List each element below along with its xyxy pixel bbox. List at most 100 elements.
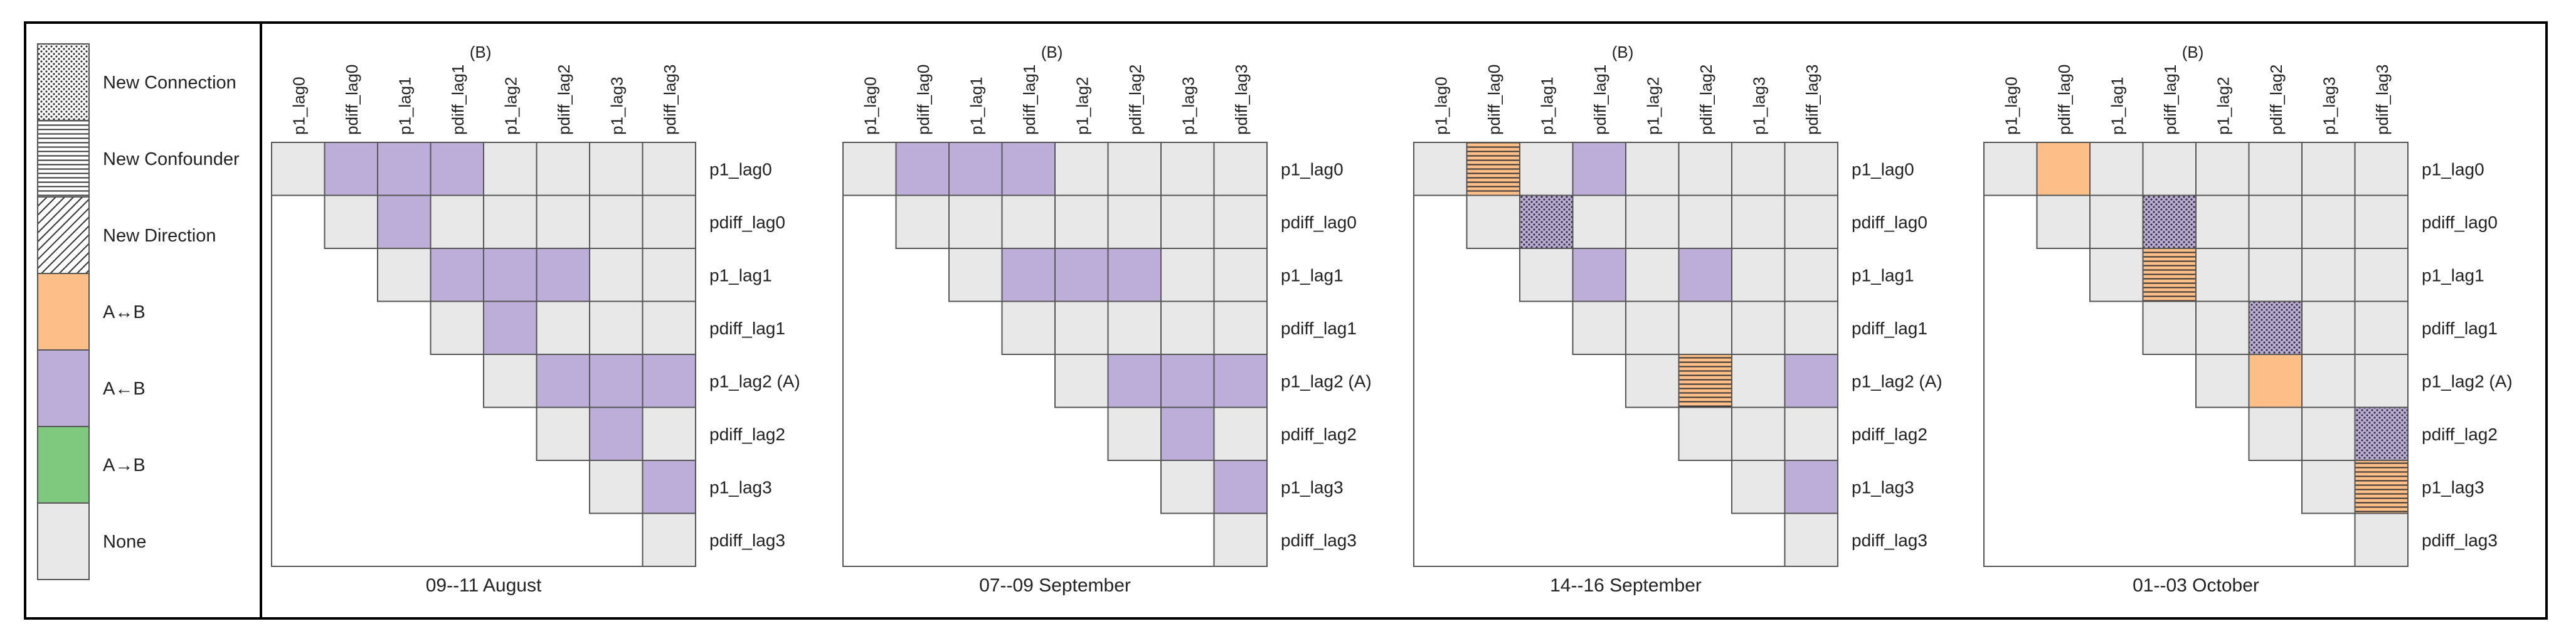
panel-title: 14--16 September [1550, 575, 1702, 596]
heatmap-cell [1160, 406, 1215, 461]
heatmap-cell [642, 460, 696, 514]
heatmap-cell [642, 512, 696, 567]
heatmap-cell-pattern [2249, 302, 2301, 354]
row-label: pdiff_lag0 [709, 213, 785, 232]
b-marker: (B) [1041, 43, 1063, 61]
heatmap-cell [324, 194, 378, 249]
heatmap-cell [2036, 142, 2091, 196]
heatmap-cell [1625, 142, 1680, 196]
column-label: p1_lag1 [2107, 77, 2126, 135]
heatmap-cell [589, 406, 644, 461]
heatmap-cell [2248, 406, 2303, 461]
legend-swatch [37, 349, 90, 427]
heatmap-cell [1054, 248, 1109, 302]
heatmap-cell-pattern [2355, 461, 2407, 513]
column-label: p1_lag1 [1537, 77, 1556, 135]
heatmap-cell [1731, 248, 1786, 302]
heatmap-cell [2301, 194, 2356, 249]
heatmap-cell [2301, 248, 2356, 302]
heatmap-cell [1784, 354, 1838, 408]
column-label: p1_lag2 [501, 77, 520, 135]
heatmap-cell [948, 248, 1003, 302]
legend-label: New Connection [103, 73, 236, 93]
heatmap-cell [1678, 248, 1732, 302]
column-label: p1_lag3 [2319, 77, 2338, 135]
row-label: p1_lag0 [2422, 159, 2484, 179]
heatmap-cell [1784, 406, 1838, 461]
heatmap-cell [1731, 406, 1786, 461]
heatmap-cell [2301, 406, 2356, 461]
legend-label: New Direction [103, 226, 216, 246]
heatmap-cell [589, 300, 644, 355]
heatmap-cell [377, 248, 432, 302]
heatmap-cell [1213, 460, 1268, 514]
heatmap-cell [1731, 354, 1786, 408]
heatmap-cell [842, 142, 897, 196]
column-label: p1_lag3 [607, 77, 626, 135]
b-marker: (B) [470, 43, 492, 61]
legend-swatch [37, 502, 90, 580]
heatmap-cell [2301, 142, 2356, 196]
column-label: p1_lag1 [967, 77, 985, 135]
legend-item-bidirected: A↔B [37, 273, 146, 351]
heatmap-cell [1731, 194, 1786, 249]
heatmap-panels: p1_lag0 pdiff_lag0 p1_lag1 pdiff_lag1 p1_lag… [271, 43, 2513, 596]
heatmap-cell [1107, 406, 1162, 461]
legend-item-forward: A→B [37, 426, 146, 504]
heatmap-cell [536, 300, 590, 355]
heatmap-cell [1784, 512, 1838, 567]
heatmap-cell [1054, 354, 1109, 408]
heatmap-cell [2301, 460, 2356, 514]
heatmap-cell [1519, 248, 1574, 302]
row-label: p1_lag0 [709, 159, 772, 179]
column-label: pdiff_lag1 [1020, 65, 1039, 135]
heatmap-cell [948, 194, 1003, 249]
heatmap-cell [2195, 142, 2250, 196]
row-label: p1_lag0 [1852, 159, 1914, 179]
heatmap-cell [1213, 512, 1268, 567]
heatmap-cell [2354, 142, 2409, 196]
heatmap-cell [1001, 194, 1056, 249]
heatmap-cell [2142, 300, 2197, 355]
heatmap-cell [1731, 300, 1786, 355]
heatmap-cell [2354, 248, 2409, 302]
heatmap-cell [1678, 142, 1732, 196]
heatmap-cell [948, 142, 1003, 196]
heatmap-cell [1213, 194, 1268, 249]
heatmap-cell [1413, 142, 1468, 196]
heatmap-cell [895, 194, 950, 249]
column-label: pdiff_lag0 [2055, 65, 2074, 135]
heatmap-cell [2089, 248, 2144, 302]
heatmap-cell [2248, 248, 2303, 302]
heatmap-cell [1678, 194, 1732, 249]
heatmap-cell [2195, 354, 2250, 408]
column-label: pdiff_lag1 [448, 65, 467, 135]
heatmap-cell [2354, 512, 2409, 567]
column-label: p1_lag1 [395, 77, 414, 135]
row-label: pdiff_lag3 [1852, 531, 1927, 550]
heatmap-cell [2036, 194, 2091, 249]
heatmap-cell [1983, 142, 2038, 196]
heatmap-panel-3: p1_lag0 pdiff_lag0 p1_lag1 pdiff_lag1 p1_lag… [1413, 43, 1943, 596]
column-label: p1_lag2 [2213, 77, 2232, 135]
heatmap-cell-pattern [1467, 143, 1519, 195]
row-label: p1_lag2 (A) [1281, 371, 1372, 391]
column-label: pdiff_lag0 [342, 65, 361, 135]
column-label: pdiff_lag3 [2373, 65, 2392, 135]
row-label: pdiff_lag3 [709, 531, 785, 550]
panel-title: 01--03 October [2133, 575, 2259, 596]
heatmap-cell [271, 142, 326, 196]
heatmap-cell [1572, 248, 1626, 302]
row-label: pdiff_lag1 [1281, 319, 1357, 338]
heatmap-cell [1625, 300, 1680, 355]
column-label: p1_lag0 [2001, 77, 2020, 135]
heatmap-panel-2: p1_lag0 pdiff_lag0 p1_lag1 pdiff_lag1 p1_lag… [842, 43, 1372, 596]
legend-item-new-confounder: New Confounder [37, 120, 240, 198]
heatmap-cell [483, 142, 538, 196]
heatmap-cell [2248, 142, 2303, 196]
legend-item-backward: A←B [37, 349, 146, 427]
heatmap-cell [642, 354, 696, 408]
row-label: pdiff_lag2 [2422, 425, 2498, 444]
heatmap-cell-pattern [2143, 249, 2195, 301]
heatmap-cell [1784, 460, 1838, 514]
